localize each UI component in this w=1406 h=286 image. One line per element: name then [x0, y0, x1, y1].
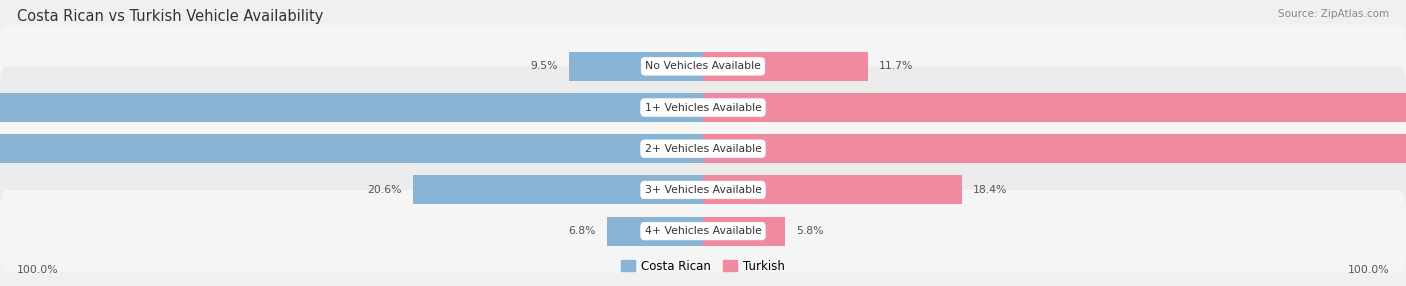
Text: Costa Rican vs Turkish Vehicle Availability: Costa Rican vs Turkish Vehicle Availabil…: [17, 9, 323, 23]
Text: 3+ Vehicles Available: 3+ Vehicles Available: [644, 185, 762, 195]
Text: 2+ Vehicles Available: 2+ Vehicles Available: [644, 144, 762, 154]
Text: 20.6%: 20.6%: [367, 185, 402, 195]
Text: No Vehicles Available: No Vehicles Available: [645, 61, 761, 71]
Text: 100.0%: 100.0%: [17, 265, 59, 275]
Bar: [703, 217, 785, 245]
Text: 4+ Vehicles Available: 4+ Vehicles Available: [644, 226, 762, 236]
Text: 5.8%: 5.8%: [796, 226, 824, 236]
Text: Source: ZipAtlas.com: Source: ZipAtlas.com: [1278, 9, 1389, 19]
Bar: [413, 176, 703, 204]
Bar: [0, 134, 703, 163]
FancyBboxPatch shape: [0, 25, 1406, 108]
FancyBboxPatch shape: [0, 149, 1406, 231]
Legend: Costa Rican, Turkish: Costa Rican, Turkish: [616, 255, 790, 277]
Text: 1+ Vehicles Available: 1+ Vehicles Available: [644, 103, 762, 112]
Text: 6.8%: 6.8%: [568, 226, 596, 236]
Bar: [703, 134, 1406, 163]
FancyBboxPatch shape: [0, 66, 1406, 149]
Bar: [703, 93, 1406, 122]
Text: 100.0%: 100.0%: [1347, 265, 1389, 275]
Bar: [703, 176, 962, 204]
FancyBboxPatch shape: [0, 108, 1406, 190]
Bar: [569, 52, 703, 81]
Text: 9.5%: 9.5%: [530, 61, 558, 71]
Bar: [703, 52, 868, 81]
Bar: [0, 93, 703, 122]
Text: 18.4%: 18.4%: [973, 185, 1007, 195]
Text: 11.7%: 11.7%: [879, 61, 912, 71]
Bar: [607, 217, 703, 245]
FancyBboxPatch shape: [0, 190, 1406, 272]
